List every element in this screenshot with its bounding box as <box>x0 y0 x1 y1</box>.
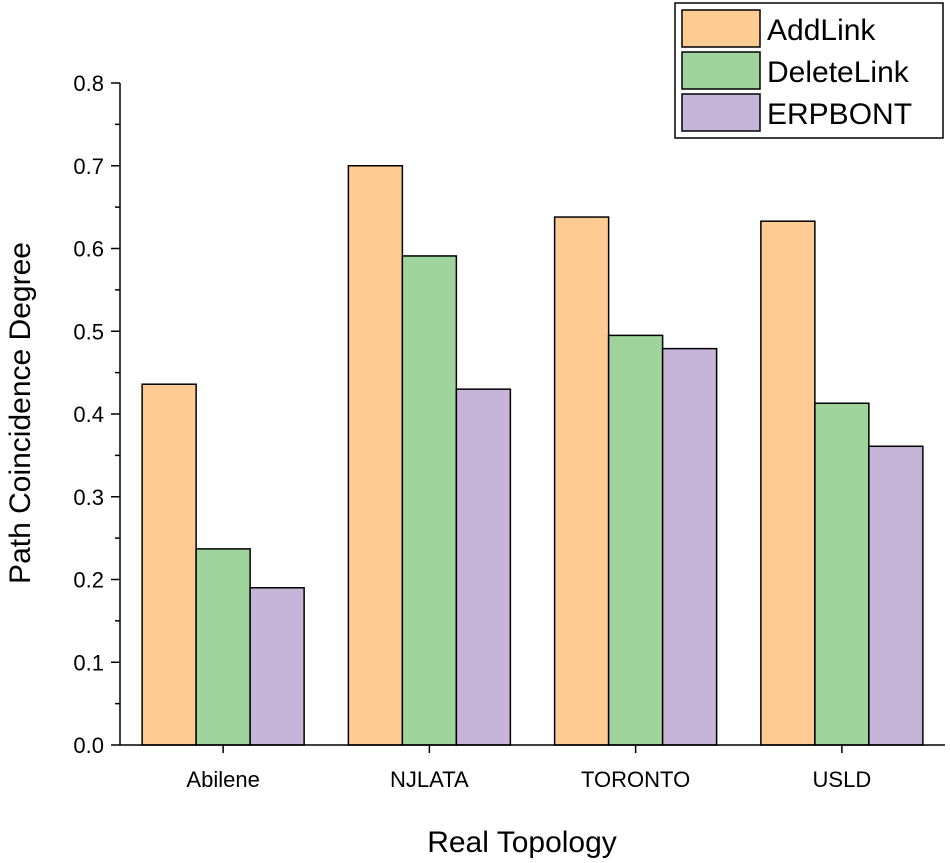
y-tick-label: 0.1 <box>73 650 104 675</box>
y-tick-label: 0.2 <box>73 568 104 593</box>
legend: AddLink DeleteLink ERPBONT <box>674 2 944 139</box>
legend-label-addlink: AddLink <box>767 14 876 47</box>
y-tick-label: 0.5 <box>73 319 104 344</box>
bar-erpbont-njlata <box>455 388 512 746</box>
x-tick-label: USLD <box>813 767 872 792</box>
legend-swatch-addlink <box>681 9 761 48</box>
legend-swatch-erpbont <box>681 93 761 132</box>
bar-addlink-toronto <box>553 216 610 746</box>
bar-erpbont-toronto <box>661 347 718 746</box>
x-tick-label: NJLATA <box>390 767 469 792</box>
legend-swatch-deletelink <box>681 51 761 90</box>
y-tick-label: 0.7 <box>73 154 104 179</box>
bar-deletelink-usld <box>814 402 870 746</box>
legend-label-deletelink: DeleteLink <box>767 56 910 89</box>
bar-addlink-usld <box>760 220 816 746</box>
y-tick-label: 0.3 <box>73 485 104 510</box>
y-axis-title: Path Coincidence Degree <box>4 242 37 584</box>
bars-group <box>141 165 924 746</box>
y-tick-label: 0.0 <box>73 733 104 758</box>
x-axis-title: Real Topology <box>427 826 617 859</box>
axes-group: Abilene NJLATA TORONTO USLD 0.0 0.1 0.2 0.3 0.4 0… <box>73 71 945 792</box>
bar-addlink-abilene <box>141 383 197 746</box>
bar-erpbont-usld <box>868 445 924 746</box>
bar-deletelink-njlata <box>401 255 458 746</box>
x-tick-label: Abilene <box>186 767 259 792</box>
bar-deletelink-abilene <box>195 548 251 746</box>
y-tick-label: 0.8 <box>73 71 104 96</box>
bar-addlink-njlata <box>347 165 404 746</box>
x-tick-label: TORONTO <box>581 767 690 792</box>
legend-label-erpbont: ERPBONT <box>767 98 912 131</box>
bar-erpbont-abilene <box>249 587 305 746</box>
y-tick-label: 0.4 <box>73 402 104 427</box>
bar-deletelink-toronto <box>607 334 664 746</box>
y-tick-label: 0.6 <box>73 237 104 262</box>
